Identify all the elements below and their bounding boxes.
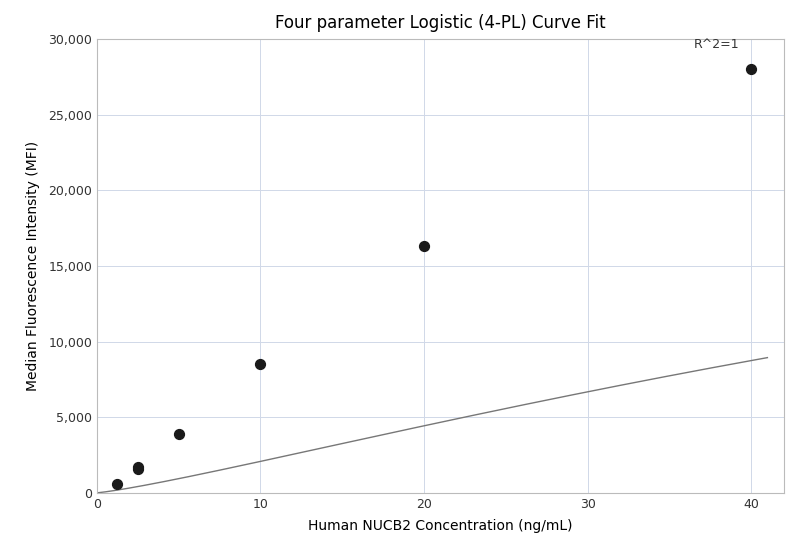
X-axis label: Human NUCB2 Concentration (ng/mL): Human NUCB2 Concentration (ng/mL) xyxy=(308,519,573,533)
Point xyxy=(418,242,431,251)
Point xyxy=(111,479,124,488)
Point xyxy=(172,430,185,438)
Title: Four parameter Logistic (4-PL) Curve Fit: Four parameter Logistic (4-PL) Curve Fit xyxy=(275,14,606,32)
Point xyxy=(254,360,267,368)
Point xyxy=(132,464,145,473)
Y-axis label: Median Fluorescence Intensity (MFI): Median Fluorescence Intensity (MFI) xyxy=(26,141,40,391)
Point xyxy=(745,65,758,74)
Text: R^2=1: R^2=1 xyxy=(694,38,739,52)
Point xyxy=(132,463,145,472)
